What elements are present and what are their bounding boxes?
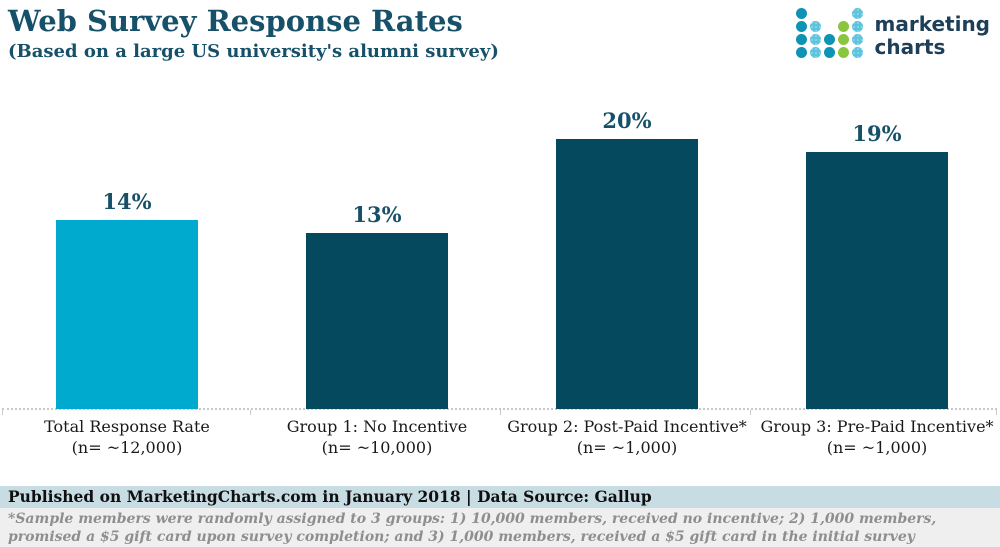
bar-value-label: 13% — [352, 202, 402, 227]
axis-tick — [2, 410, 3, 415]
page-title: Web Survey Response Rates — [8, 4, 463, 38]
logo-dot — [851, 47, 863, 58]
logo-dot — [795, 47, 807, 58]
category-label-line2: (n= ~10,000) — [321, 438, 433, 457]
bar-2 — [306, 233, 448, 409]
axis-tick — [750, 410, 751, 415]
logo-word-charts: charts — [874, 35, 946, 59]
logo-dot — [851, 21, 863, 32]
marketingcharts-logo: marketing charts — [795, 8, 991, 60]
logo-dot — [809, 34, 821, 45]
category-label: Group 1: No Incentive (n= ~10,000) — [252, 416, 502, 458]
logo-dot — [837, 34, 849, 45]
axis-tick — [996, 410, 997, 415]
logo-dots-icon — [795, 8, 864, 60]
logo-dot — [823, 47, 835, 58]
logo-text: marketing charts — [875, 13, 991, 60]
category-label: Group 2: Post-Paid Incentive* (n= ~1,000) — [502, 416, 752, 458]
category-label-line1: Group 2: Post-Paid Incentive* — [507, 417, 747, 436]
bar-value-label: 20% — [602, 108, 652, 133]
logo-word-marketing: marketing — [874, 12, 991, 36]
logo-dot — [795, 21, 807, 32]
logo-dot — [809, 21, 821, 32]
logo-dot — [809, 47, 821, 58]
logo-dot — [795, 8, 807, 19]
category-label: Group 3: Pre-Paid Incentive* (n= ~1,000) — [752, 416, 1000, 458]
bar-3 — [556, 139, 698, 409]
category-label-line2: (n= ~1,000) — [826, 438, 928, 457]
category-label-line2: (n= ~1,000) — [576, 438, 678, 457]
logo-dot — [851, 34, 863, 45]
footnote-text: *Sample members were randomly assigned t… — [0, 508, 1000, 547]
x-axis-line — [2, 408, 997, 415]
axis-tick — [250, 410, 251, 415]
category-label-line1: Total Response Rate — [44, 417, 210, 436]
published-source-text: Published on MarketingCharts.com in Janu… — [8, 487, 652, 506]
logo-dot — [823, 34, 835, 45]
logo-dot — [837, 21, 849, 32]
category-label: Total Response Rate (n= ~12,000) — [2, 416, 252, 458]
bar-1 — [56, 220, 198, 409]
category-label-line1: Group 3: Pre-Paid Incentive* — [760, 417, 994, 436]
axis-tick — [500, 410, 501, 415]
bar-value-label: 14% — [102, 189, 152, 214]
category-label-line1: Group 1: No Incentive — [286, 417, 468, 436]
page-subtitle: (Based on a large US university's alumni… — [8, 41, 499, 62]
bar-value-label: 19% — [852, 121, 902, 146]
published-source-bar: Published on MarketingCharts.com in Janu… — [0, 486, 1000, 508]
logo-dot — [795, 34, 807, 45]
logo-dot — [837, 47, 849, 58]
logo-dot — [851, 8, 863, 19]
category-label-line2: (n= ~12,000) — [71, 438, 183, 457]
bar-4 — [806, 152, 948, 409]
